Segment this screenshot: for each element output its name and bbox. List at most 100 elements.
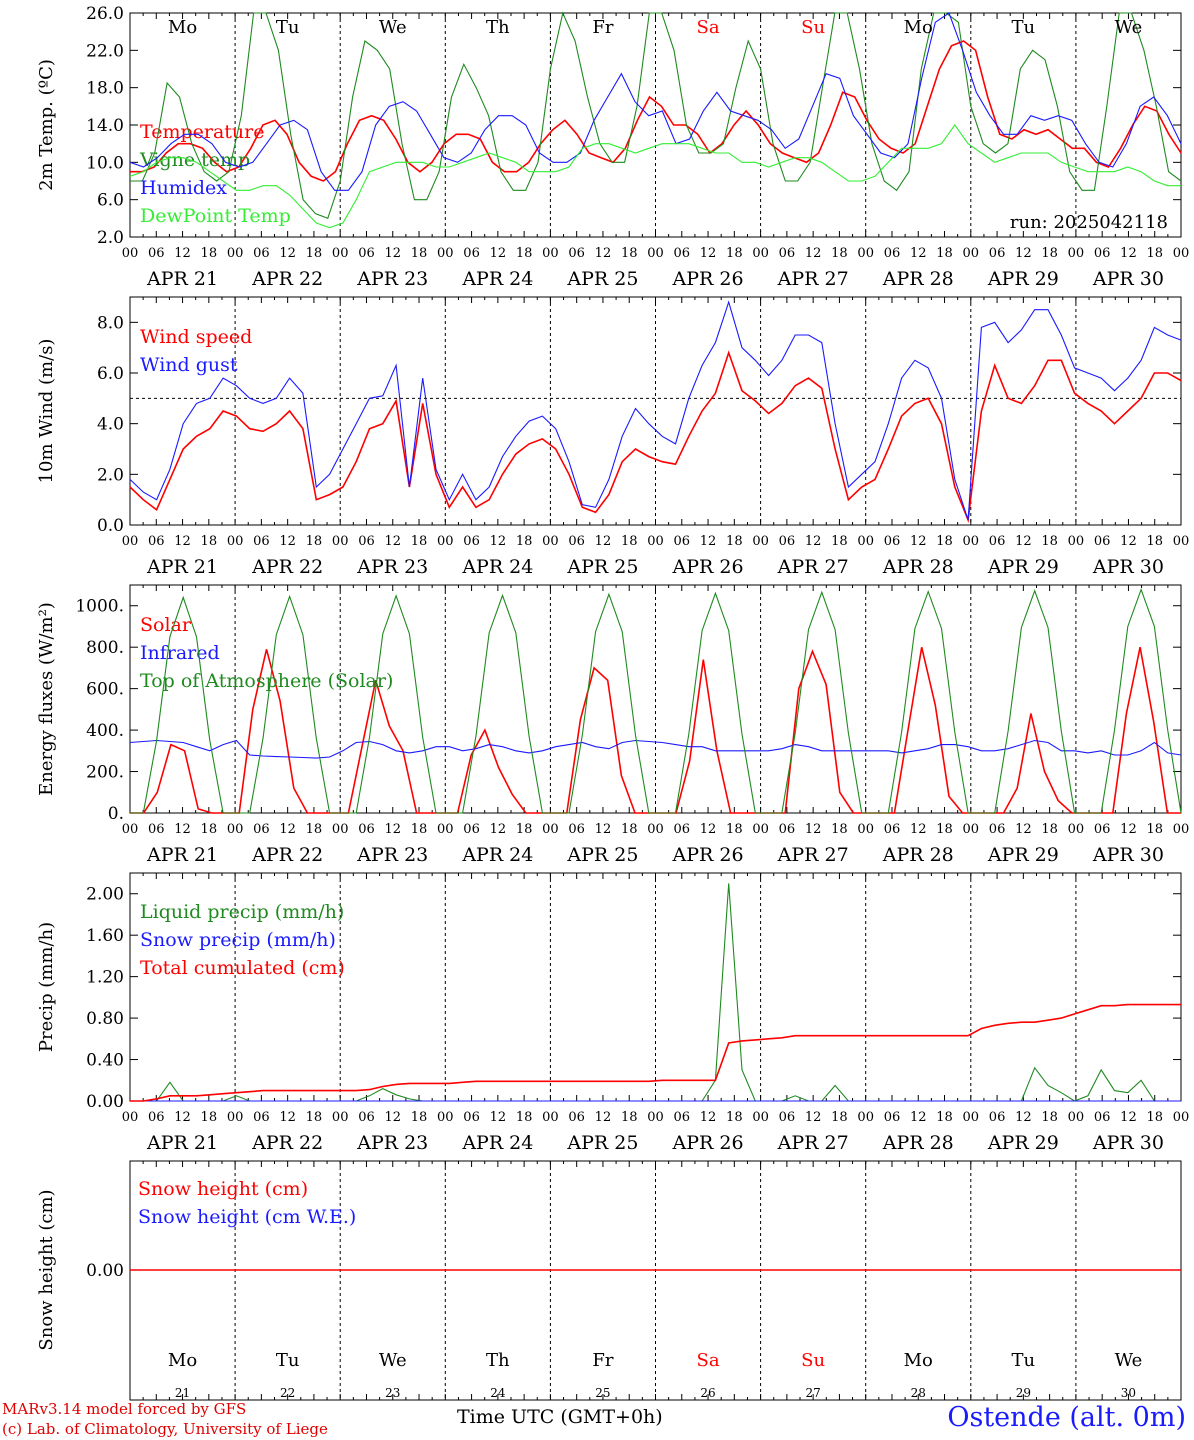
x-hour-label: 12 — [910, 1110, 927, 1125]
x-hour-label: 06 — [253, 246, 270, 261]
energy-y-tick-label: 0. — [108, 804, 124, 824]
temperature-series-line — [130, 40, 1182, 182]
x-hour-label: 18 — [936, 534, 953, 549]
x-hour-label: 00 — [1173, 822, 1190, 837]
x-hour-label: 18 — [411, 822, 428, 837]
x-date-label: APR 22 — [251, 1132, 323, 1154]
x-hour-label: 00 — [227, 822, 244, 837]
x-hour-label: 12 — [1120, 534, 1137, 549]
x-hour-label: 06 — [463, 822, 480, 837]
energy-y-tick-label: 800. — [86, 638, 124, 658]
temperature-y-tick-label: 2.0 — [97, 228, 124, 248]
x-hour-label: 00 — [857, 1110, 874, 1125]
x-hour-label: 12 — [805, 534, 822, 549]
day-name-bottom: We — [1115, 1350, 1143, 1371]
x-hour-label: 12 — [384, 1110, 401, 1125]
day-name-bottom: Th — [486, 1350, 510, 1371]
x-date-label: APR 28 — [882, 556, 954, 578]
x-hour-label: 12 — [174, 822, 191, 837]
x-hour-label: 12 — [174, 534, 191, 549]
x-hour-label: 18 — [621, 534, 638, 549]
x-hour-label: 00 — [332, 246, 349, 261]
x-date-label: APR 29 — [987, 556, 1059, 578]
x-hour-label: 18 — [936, 246, 953, 261]
day-name-bottom: Mo — [904, 1350, 933, 1371]
x-hour-label: 06 — [148, 534, 165, 549]
day-name-bottom: Tu — [276, 1350, 300, 1371]
x-hour-label: 12 — [279, 822, 296, 837]
lab-credit-line: (c) Lab. of Climatology, University of L… — [2, 1420, 328, 1438]
x-hour-label: 12 — [490, 1110, 507, 1125]
x-date-label: APR 26 — [672, 844, 744, 866]
x-date-label: APR 22 — [251, 844, 323, 866]
x-hour-label: 00 — [857, 534, 874, 549]
x-hour-label: 12 — [1015, 246, 1032, 261]
x-hour-label: 18 — [201, 246, 218, 261]
x-date-label: APR 28 — [882, 268, 954, 290]
x-date-label: APR 30 — [1092, 1132, 1164, 1154]
day-name-bottom: Fr — [592, 1350, 613, 1371]
x-hour-label: 12 — [384, 822, 401, 837]
day-name-top: Tu — [276, 17, 300, 38]
x-hour-label: 12 — [1015, 534, 1032, 549]
x-hour-label: 06 — [568, 1110, 585, 1125]
x-hour-label: 00 — [332, 534, 349, 549]
day-name-bottom: Mo — [168, 1350, 197, 1371]
x-hour-label: 18 — [726, 246, 743, 261]
x-hour-label: 00 — [122, 534, 139, 549]
x-hour-label: 18 — [516, 246, 533, 261]
day-name-top: Mo — [904, 17, 933, 38]
day-name-bottom: We — [379, 1350, 407, 1371]
x-hour-label: 06 — [884, 822, 901, 837]
day-number: 23 — [385, 1386, 400, 1400]
x-date-label: APR 21 — [146, 1132, 218, 1154]
x-hour-label: 06 — [884, 246, 901, 261]
x-hour-label: 12 — [384, 246, 401, 261]
x-hour-label: 06 — [779, 822, 796, 837]
x-hour-label: 12 — [490, 246, 507, 261]
x-date-label: APR 21 — [146, 844, 218, 866]
temperature-y-tick-label: 10.0 — [86, 153, 124, 173]
x-hour-label: 18 — [936, 1110, 953, 1125]
x-hour-label: 06 — [674, 822, 691, 837]
snow-legend-entry: Snow height (cm) — [138, 1178, 308, 1200]
x-hour-label: 12 — [805, 822, 822, 837]
x-hour-label: 00 — [437, 822, 454, 837]
x-hour-label: 12 — [805, 246, 822, 261]
x-hour-label: 06 — [884, 534, 901, 549]
x-date-label: APR 25 — [566, 556, 638, 578]
x-hour-label: 12 — [700, 534, 717, 549]
x-hour-label: 06 — [148, 1110, 165, 1125]
x-hour-label: 06 — [463, 1110, 480, 1125]
energy-series-line — [129, 739, 1182, 759]
x-hour-label: 18 — [1146, 246, 1163, 261]
x-hour-label: 06 — [989, 822, 1006, 837]
x-hour-label: 06 — [358, 1110, 375, 1125]
x-date-label: APR 21 — [146, 556, 218, 578]
x-hour-label: 12 — [595, 246, 612, 261]
day-number: 30 — [1121, 1386, 1136, 1400]
x-hour-label: 00 — [1068, 534, 1085, 549]
x-hour-label: 18 — [621, 246, 638, 261]
precip-y-tick-label: 0.80 — [86, 1009, 124, 1029]
energy-y-tick-label: 600. — [86, 680, 124, 700]
x-hour-label: 00 — [963, 1110, 980, 1125]
x-date-label: APR 23 — [356, 556, 428, 578]
x-hour-label: 00 — [963, 246, 980, 261]
x-hour-label: 12 — [700, 246, 717, 261]
x-hour-label: 18 — [1146, 822, 1163, 837]
x-hour-label: 18 — [201, 1110, 218, 1125]
x-hour-label: 06 — [674, 1110, 691, 1125]
x-hour-label: 12 — [700, 822, 717, 837]
energy-legend-entry: Solar — [140, 614, 192, 636]
x-hour-label: 18 — [1041, 246, 1058, 261]
x-date-label: APR 27 — [777, 844, 849, 866]
x-date-label: APR 27 — [777, 556, 849, 578]
x-date-label: APR 30 — [1092, 844, 1164, 866]
x-hour-label: 18 — [411, 534, 428, 549]
temperature-legend-entry: Humidex — [140, 177, 227, 199]
x-hour-label: 06 — [779, 534, 796, 549]
energy-legend-entry: Top of Atmosphere (Solar) — [140, 670, 393, 692]
day-number: 27 — [806, 1386, 821, 1400]
x-hour-label: 06 — [1094, 822, 1111, 837]
